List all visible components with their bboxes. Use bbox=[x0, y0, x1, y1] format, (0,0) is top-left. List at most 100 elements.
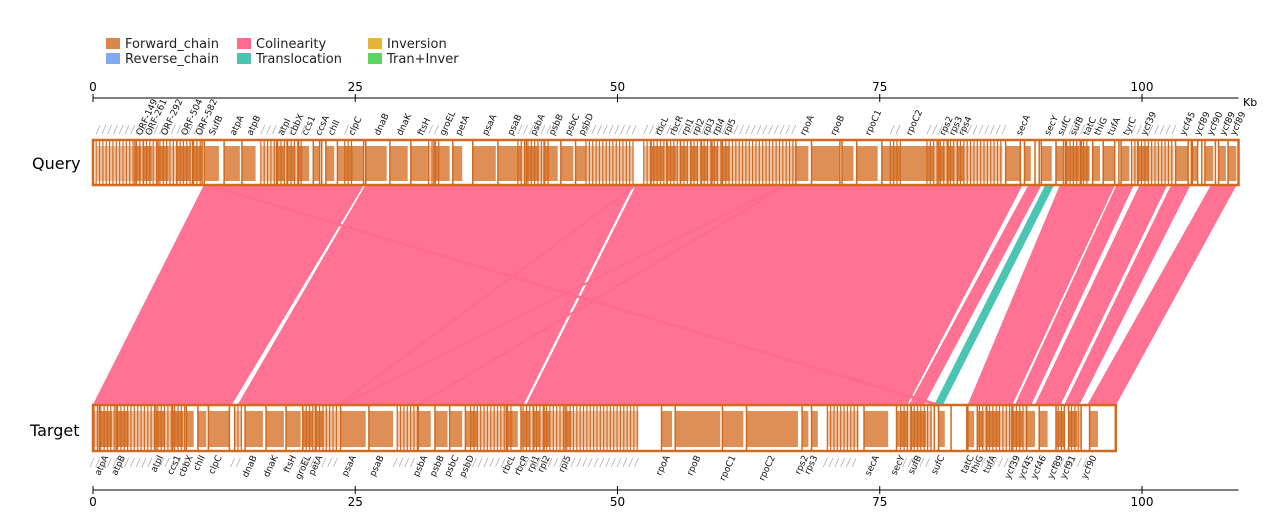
gene-label: secA bbox=[864, 453, 882, 477]
minor-gene-label bbox=[756, 124, 762, 135]
gene-label: rpoB bbox=[829, 114, 847, 137]
minor-gene-label bbox=[938, 124, 943, 135]
target-gene-block bbox=[340, 411, 366, 447]
query-gene-block bbox=[526, 146, 539, 181]
minor-gene-label bbox=[779, 124, 785, 135]
query-gap bbox=[1197, 141, 1202, 184]
minor-gene-label bbox=[428, 124, 433, 135]
minor-gene-label bbox=[1137, 124, 1142, 135]
minor-gene-label bbox=[315, 457, 321, 468]
minor-gene-label bbox=[1080, 124, 1085, 135]
minor-gene-label bbox=[995, 124, 1001, 135]
gene-label: sufC bbox=[930, 454, 947, 476]
minor-gene-label bbox=[350, 124, 355, 135]
target-gene-block bbox=[896, 411, 908, 447]
minor-gene-label bbox=[695, 124, 700, 135]
minor-gene-label bbox=[124, 124, 130, 135]
minor-gene-label bbox=[1001, 124, 1007, 135]
target-gene-block bbox=[116, 411, 129, 447]
minor-gene-label bbox=[236, 457, 241, 468]
query-gene-block bbox=[497, 146, 521, 181]
gene-label: chlI bbox=[192, 454, 208, 473]
query-gene-block bbox=[947, 146, 955, 181]
target-gene-block bbox=[155, 411, 165, 447]
minor-gene-label bbox=[130, 124, 136, 135]
minor-gene-label bbox=[277, 124, 283, 135]
minor-gene-label bbox=[489, 457, 494, 468]
gene-label: rpoA bbox=[799, 113, 817, 137]
minor-gene-label bbox=[616, 457, 622, 468]
minor-gene-label bbox=[722, 124, 727, 135]
target-gene-block bbox=[977, 411, 984, 447]
gene-label: dnaK bbox=[395, 111, 414, 137]
gene-label: psbD bbox=[458, 454, 477, 479]
minor-gene-label bbox=[136, 124, 141, 135]
gene-label: psbA bbox=[529, 112, 548, 137]
query-gene-cluster bbox=[344, 146, 354, 181]
minor-gene-label bbox=[582, 457, 587, 468]
target-gap bbox=[951, 406, 967, 450]
minor-gene-label bbox=[112, 457, 118, 468]
query-frame bbox=[91, 138, 1240, 187]
minor-gene-label bbox=[1082, 457, 1088, 468]
query-gene-cluster bbox=[890, 146, 901, 181]
minor-gene-label bbox=[628, 457, 633, 468]
minor-gene-label bbox=[851, 457, 857, 468]
query-gene-block bbox=[241, 146, 256, 181]
legend-swatch bbox=[368, 53, 382, 64]
gene-label: psbD bbox=[577, 112, 596, 137]
minor-gene-label bbox=[984, 124, 989, 135]
minor-gene-label bbox=[678, 124, 683, 135]
minor-gene-label bbox=[553, 457, 558, 468]
axis-tick-label: 100 bbox=[1131, 495, 1154, 509]
minor-gene-label bbox=[913, 457, 919, 468]
minor-gene-label bbox=[170, 124, 176, 135]
minor-gene-label bbox=[1131, 124, 1136, 135]
query-gene-block bbox=[276, 146, 284, 181]
minor-gene-label bbox=[272, 124, 277, 135]
minor-gene-label bbox=[926, 124, 932, 135]
minor-gene-label bbox=[124, 457, 129, 468]
minor-gene-label bbox=[943, 124, 949, 135]
minor-gene-label bbox=[135, 457, 141, 468]
query-gene-cluster bbox=[428, 146, 440, 181]
minor-gene-label bbox=[113, 124, 118, 135]
minor-gene-label bbox=[791, 124, 796, 135]
gene-label: rpoC2 bbox=[757, 454, 777, 483]
minor-gene-label bbox=[118, 457, 124, 468]
minor-gene-label bbox=[1021, 457, 1026, 468]
minor-gene-label bbox=[564, 457, 570, 468]
target-gene-block bbox=[506, 411, 518, 447]
minor-gene-label bbox=[141, 457, 147, 468]
target-gene-cluster bbox=[827, 411, 859, 447]
gene-label: clpC bbox=[347, 115, 364, 137]
axis-tick-label: 50 bbox=[610, 495, 625, 509]
target-track bbox=[91, 403, 1118, 453]
query-gene-block bbox=[1005, 146, 1031, 181]
minor-gene-label bbox=[523, 124, 528, 135]
minor-gene-label bbox=[1071, 457, 1076, 468]
target-gene-block bbox=[1089, 411, 1098, 447]
minor-gene-label bbox=[283, 124, 289, 135]
legend-label: Tran+Inver bbox=[386, 52, 459, 67]
target-gene-block bbox=[802, 411, 809, 447]
minor-gene-label bbox=[1076, 457, 1082, 468]
target-gene-block bbox=[1026, 411, 1036, 447]
legend-label: Translocation bbox=[255, 52, 342, 67]
minor-gene-label bbox=[634, 457, 639, 468]
target-gene-block bbox=[722, 411, 744, 447]
minor-gene-label bbox=[495, 457, 500, 468]
minor-gene-label bbox=[529, 124, 534, 135]
minor-gene-label bbox=[896, 457, 902, 468]
minor-gene-label bbox=[689, 124, 695, 135]
minor-gene-label bbox=[118, 124, 124, 135]
query-gene-block bbox=[1228, 146, 1237, 181]
target-gene-block bbox=[99, 411, 112, 447]
minor-gene-label bbox=[153, 124, 159, 135]
synteny-links bbox=[92, 184, 1237, 406]
minor-gene-label bbox=[164, 457, 170, 468]
minor-gene-label bbox=[622, 457, 628, 468]
legend-label: Inversion bbox=[387, 37, 447, 52]
